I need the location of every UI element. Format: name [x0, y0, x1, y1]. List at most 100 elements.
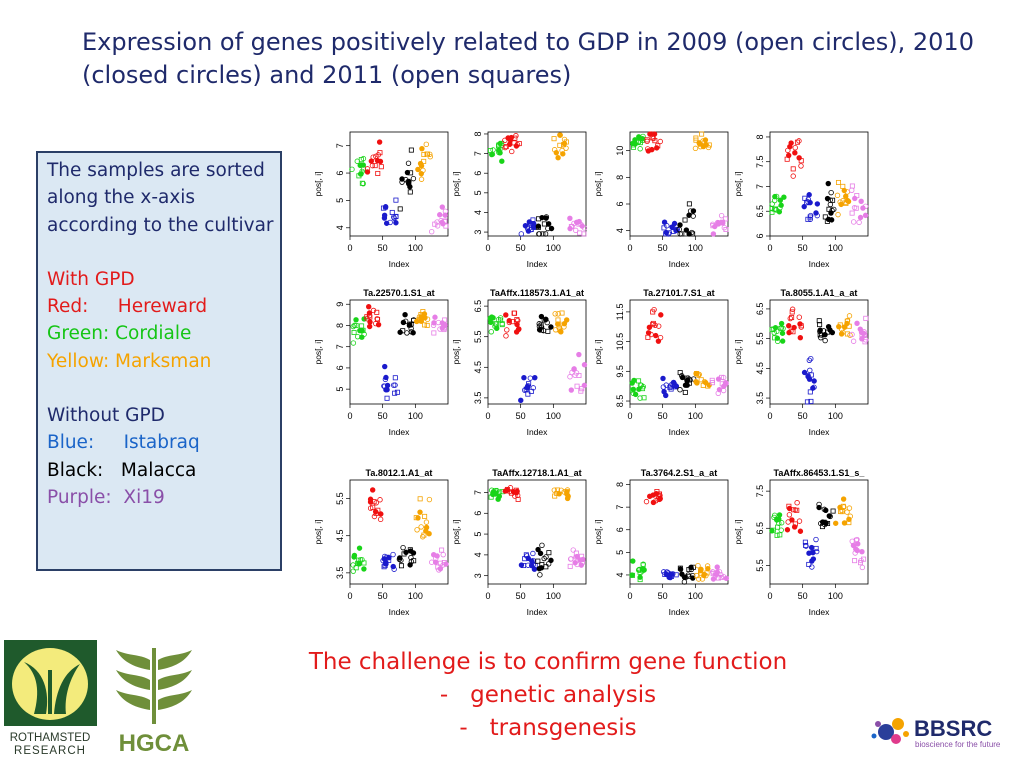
data-point	[657, 138, 663, 145]
data-point	[807, 367, 813, 374]
data-point	[835, 211, 841, 218]
data-point	[544, 319, 550, 326]
data-point	[442, 212, 448, 218]
data-point	[423, 141, 429, 148]
scatter-plot-grid: 0 50 100 4 5 6 7 Index pos[, i] 0 50 100 3 4 5 6 7 8 Index…	[300, 118, 872, 642]
data-point	[397, 206, 403, 212]
data-point	[673, 572, 679, 578]
data-point	[677, 231, 683, 237]
data-point	[817, 322, 823, 328]
data-point	[821, 506, 828, 513]
data-point	[523, 552, 529, 558]
data-point	[434, 223, 441, 229]
data-point	[393, 220, 399, 226]
data-point	[506, 317, 512, 324]
data-point	[818, 334, 824, 341]
data-point	[854, 547, 860, 554]
data-point	[801, 203, 807, 210]
data-point	[629, 387, 635, 393]
data-point	[693, 135, 699, 141]
data-point	[649, 135, 655, 141]
data-point	[844, 509, 850, 515]
data-point	[435, 319, 442, 326]
data-point	[804, 399, 810, 405]
data-point	[524, 553, 530, 559]
legend-black: Black: Malacca	[47, 459, 197, 481]
x-tick-label: 100	[408, 411, 423, 421]
data-point	[645, 148, 652, 154]
data-point	[798, 324, 804, 330]
data-point	[722, 216, 728, 222]
data-point	[781, 194, 787, 200]
data-point	[493, 490, 499, 497]
data-point	[778, 325, 785, 331]
data-point	[530, 550, 536, 557]
x-tick-label: 100	[408, 591, 423, 601]
data-point	[555, 311, 561, 317]
y-tick-label: 5.5	[755, 332, 765, 345]
data-point	[559, 310, 565, 316]
y-tick-label: 5	[335, 198, 345, 203]
data-point	[840, 496, 847, 502]
data-point	[841, 520, 848, 526]
data-point	[650, 320, 656, 326]
data-point	[521, 375, 527, 381]
data-point	[644, 138, 650, 145]
data-point	[421, 532, 427, 538]
x-axis-label: Index	[809, 607, 831, 617]
data-point	[396, 556, 403, 562]
data-point	[789, 315, 795, 321]
data-point	[791, 524, 798, 530]
data-point	[393, 197, 399, 203]
hgca-text: HGCA	[119, 730, 190, 757]
data-point	[779, 330, 786, 336]
data-point	[846, 520, 852, 526]
data-point	[650, 322, 656, 328]
data-point	[798, 163, 804, 169]
x-tick-label: 0	[347, 591, 352, 601]
data-point	[574, 553, 580, 560]
data-point	[717, 220, 724, 226]
data-point	[418, 524, 424, 530]
data-point	[387, 219, 393, 226]
data-point	[777, 532, 783, 538]
data-point	[579, 553, 585, 559]
data-point	[542, 231, 549, 237]
challenge-text: The challenge is to confirm gene functio…	[250, 646, 846, 745]
legend-with-gpd: With GPD	[47, 268, 135, 290]
data-point	[417, 509, 423, 515]
data-point	[383, 387, 389, 393]
x-tick-label: 50	[378, 411, 388, 421]
data-point	[773, 193, 780, 200]
data-point	[522, 223, 529, 229]
data-point	[647, 493, 653, 500]
data-point	[400, 328, 406, 334]
data-point	[696, 140, 702, 146]
y-tick-label: 6	[335, 365, 345, 370]
data-point	[530, 385, 536, 391]
data-point	[650, 309, 656, 315]
y-tick-label: 3	[473, 573, 483, 578]
x-tick-label: 50	[658, 411, 668, 421]
y-tick-label: 6.5	[755, 522, 765, 535]
data-point	[567, 563, 573, 569]
x-tick-label: 0	[767, 411, 772, 421]
data-point	[535, 224, 541, 230]
data-point	[381, 212, 388, 219]
data-point	[829, 207, 835, 214]
y-tick-label: 8	[335, 323, 345, 328]
data-point	[440, 551, 446, 558]
data-point	[778, 527, 784, 533]
data-point	[366, 304, 372, 310]
data-point	[668, 383, 674, 389]
data-point	[553, 149, 560, 156]
data-point	[695, 576, 702, 582]
y-tick-label: 4	[615, 228, 625, 233]
data-point	[492, 323, 498, 329]
x-tick-label: 100	[688, 411, 703, 421]
challenge-line3: - transgenesis	[459, 715, 637, 741]
data-point	[654, 489, 660, 495]
data-point	[535, 546, 541, 553]
x-axis-label: Index	[527, 259, 549, 269]
data-point	[351, 322, 358, 329]
